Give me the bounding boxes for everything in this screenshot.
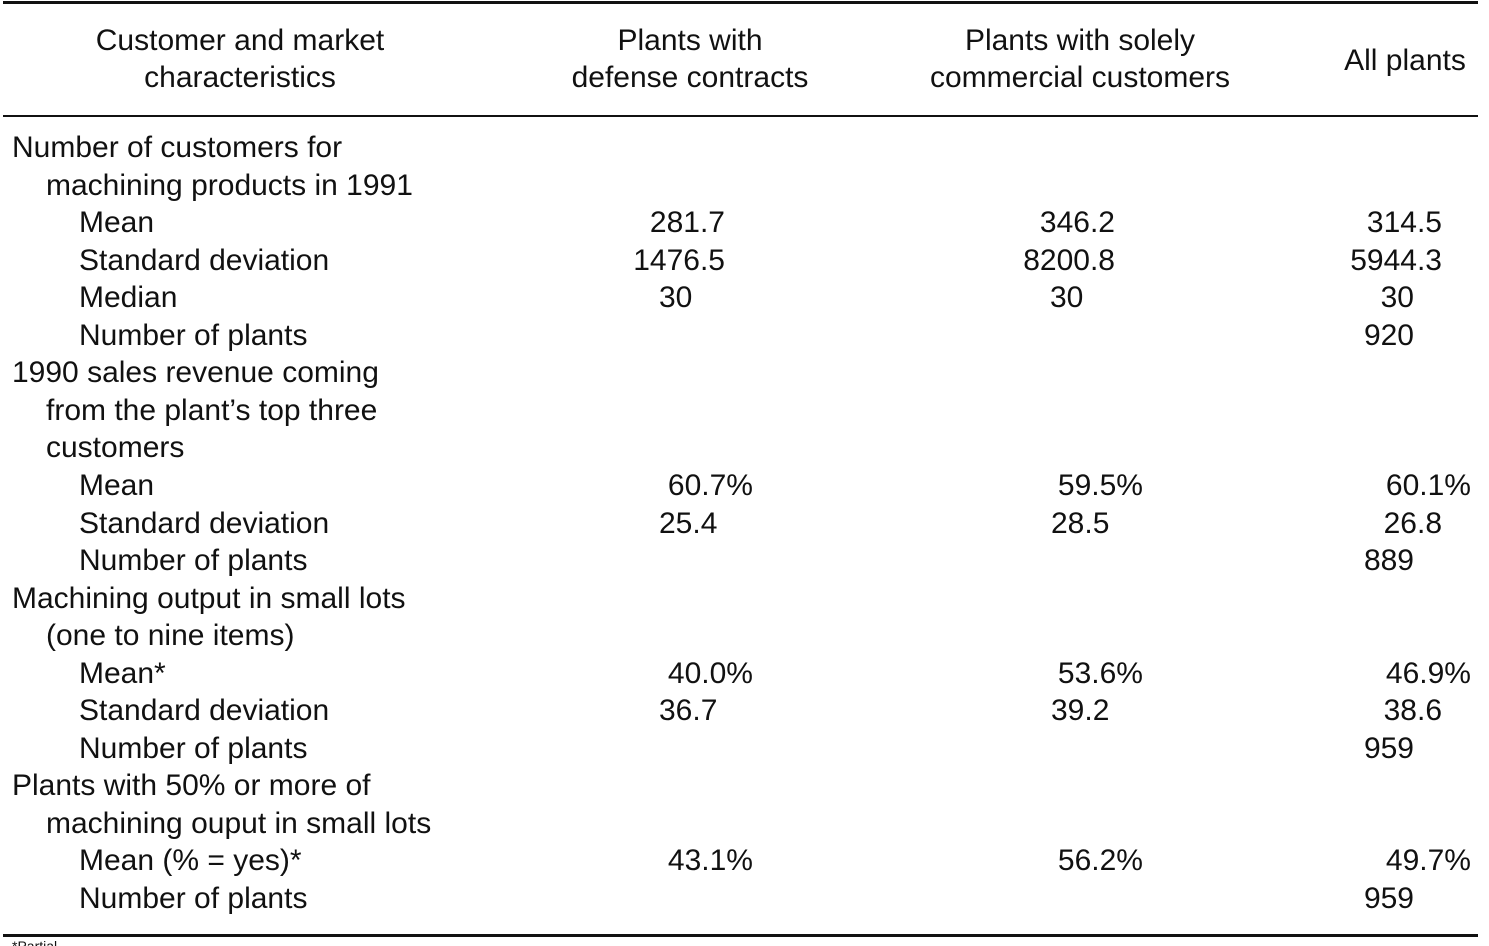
row-label: Plants with 50% or more of bbox=[12, 769, 371, 803]
cell-all: 49.7% bbox=[1385, 844, 1471, 878]
cell-commercial: 30 bbox=[1050, 281, 1084, 315]
row-label: Mean* bbox=[79, 656, 166, 690]
cell-all: 60.1% bbox=[1385, 468, 1471, 502]
row-label: Number of plants bbox=[79, 318, 308, 352]
table-row: Number of plants 959 bbox=[0, 880, 1489, 918]
cell-defense: 1476.5 bbox=[633, 243, 725, 277]
table-row: 1990 sales revenue coming bbox=[0, 354, 1489, 392]
table-row: Number of plants 889 bbox=[0, 542, 1489, 580]
cell-all: 46.9% bbox=[1385, 656, 1471, 690]
table-row: Standard deviation 1476.5 8200.8 5944.3 bbox=[0, 242, 1489, 280]
row-label: (one to nine items) bbox=[46, 619, 295, 653]
table-row: (one to nine items) bbox=[0, 617, 1489, 655]
table-row: customers bbox=[0, 429, 1489, 467]
table-row: Plants with 50% or more of bbox=[0, 767, 1489, 805]
cell-defense: 43.1% bbox=[667, 844, 753, 878]
cell-commercial: 59.5% bbox=[1057, 468, 1143, 502]
row-label: Median bbox=[79, 281, 178, 315]
row-label: machining products in 1991 bbox=[46, 168, 413, 202]
row-label: 1990 sales revenue coming bbox=[12, 356, 379, 390]
table-row: Standard deviation 36.7 39.2 38.6 bbox=[0, 692, 1489, 730]
row-label: Mean bbox=[79, 468, 155, 502]
row-label: Number of plants bbox=[79, 882, 308, 915]
table-row: Mean 281.7 346.2 314.5 bbox=[0, 204, 1489, 242]
cell-commercial: 39.2 bbox=[1051, 694, 1110, 728]
table-row: Machining output in small lots bbox=[0, 580, 1489, 618]
cell-defense: 30 bbox=[659, 281, 693, 315]
cell-all: 889 bbox=[1363, 544, 1414, 578]
header-characteristics-line2: characteristics bbox=[144, 61, 336, 94]
table-row: Median 30 30 30 bbox=[0, 279, 1489, 317]
table-row: Standard deviation 25.4 28.5 26.8 bbox=[0, 505, 1489, 543]
cell-commercial: 8200.8 bbox=[1023, 243, 1115, 277]
row-label: machining ouput in small lots bbox=[46, 806, 432, 840]
table-footnote: *Partial bbox=[12, 939, 57, 946]
cell-defense: 60.7% bbox=[667, 468, 753, 502]
row-label: Mean (% = yes)* bbox=[79, 844, 302, 878]
table-header-rule bbox=[3, 115, 1478, 117]
table-row: Number of customers for bbox=[0, 129, 1489, 167]
row-label: Number of plants bbox=[79, 731, 308, 765]
header-commercial-line1: Plants with solely bbox=[964, 24, 1196, 57]
row-label: Number of plants bbox=[79, 544, 308, 578]
header-commercial-line2: commercial customers bbox=[929, 61, 1231, 94]
cell-all: 38.6 bbox=[1383, 694, 1442, 728]
row-label: Standard deviation bbox=[79, 243, 330, 277]
table-row: Mean (% = yes)* 43.1% 56.2% 49.7% bbox=[0, 842, 1489, 880]
cell-commercial: 28.5 bbox=[1051, 506, 1110, 540]
cell-all: 959 bbox=[1363, 882, 1414, 915]
table-row: Mean 60.7% 59.5% 60.1% bbox=[0, 467, 1489, 505]
cell-all: 959 bbox=[1363, 731, 1414, 765]
header-defense-line2: defense contracts bbox=[571, 61, 809, 94]
cell-commercial: 53.6% bbox=[1057, 656, 1143, 690]
row-label: Mean bbox=[79, 206, 155, 240]
cell-defense: 281.7 bbox=[649, 206, 725, 240]
cell-all: 5944.3 bbox=[1350, 243, 1442, 277]
table-row: Mean* 40.0% 53.6% 46.9% bbox=[0, 655, 1489, 693]
table-row: Number of plants 920 bbox=[0, 317, 1489, 355]
header-characteristics-line1: Customer and market bbox=[95, 24, 385, 57]
cell-all: 920 bbox=[1363, 318, 1414, 352]
cell-defense: 36.7 bbox=[659, 694, 718, 728]
header-commercial: Plants with solely commercial customers bbox=[900, 22, 1260, 96]
table-bottom-rule bbox=[3, 934, 1478, 937]
row-label: Standard deviation bbox=[79, 694, 330, 728]
header-characteristics: Customer and market characteristics bbox=[40, 22, 440, 96]
cell-all: 30 bbox=[1380, 281, 1414, 315]
row-label: Standard deviation bbox=[79, 506, 330, 540]
table-top-rule bbox=[3, 1, 1478, 4]
header-defense: Plants with defense contracts bbox=[540, 22, 840, 96]
row-label: Number of customers for bbox=[12, 131, 343, 164]
row-label: Machining output in small lots bbox=[12, 581, 406, 615]
row-label: customers bbox=[46, 431, 185, 465]
table-row: machining products in 1991 bbox=[0, 167, 1489, 205]
cell-defense: 25.4 bbox=[659, 506, 718, 540]
table-row: machining ouput in small lots bbox=[0, 805, 1489, 843]
header-all-plants: All plants bbox=[1330, 42, 1480, 79]
header-defense-line1: Plants with bbox=[617, 24, 763, 57]
cell-commercial: 346.2 bbox=[1039, 206, 1115, 240]
table-row: Number of plants 959 bbox=[0, 730, 1489, 768]
table-row: from the plant’s top three bbox=[0, 392, 1489, 430]
header-all-plants-line1: All plants bbox=[1344, 44, 1466, 77]
cell-all: 26.8 bbox=[1383, 506, 1442, 540]
cell-all: 314.5 bbox=[1366, 206, 1442, 240]
cell-commercial: 56.2% bbox=[1057, 844, 1143, 878]
row-label: from the plant’s top three bbox=[46, 393, 378, 427]
cell-defense: 40.0% bbox=[667, 656, 753, 690]
